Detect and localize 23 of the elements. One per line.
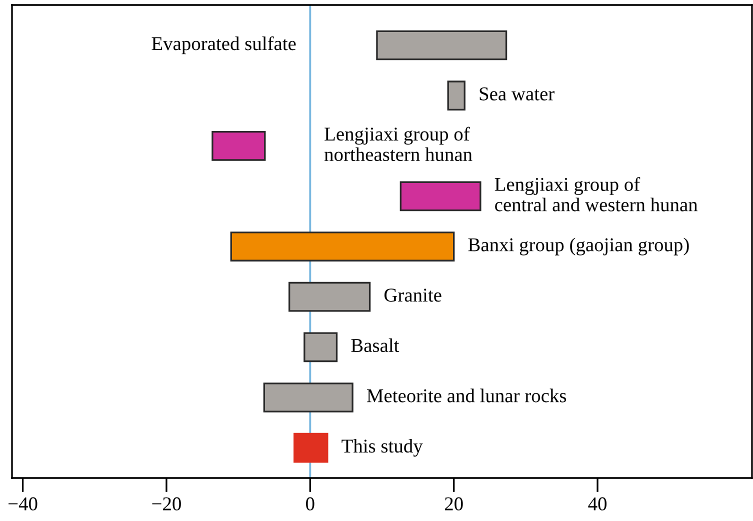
bar	[400, 181, 482, 212]
y-tick-label: Lengjiaxi group of central and western hunan	[494, 177, 698, 212]
bar	[447, 80, 466, 110]
bar	[212, 130, 266, 161]
y-tick-label: Evaporated sulfate	[152, 36, 296, 54]
bar	[304, 332, 338, 362]
x-tick-label: 0	[306, 497, 314, 510]
x-tick-label: −40	[8, 497, 38, 510]
x-tick-label: 20	[444, 497, 463, 510]
y-tick-label: Meteorite and lunar rocks	[366, 388, 566, 402]
y-tick-label: Granite	[384, 288, 442, 302]
y-tick-label: Banxi group (gaojian group)	[468, 238, 689, 256]
bar	[263, 382, 354, 412]
bar	[288, 282, 371, 312]
x-tick-label: −20	[152, 497, 181, 510]
bar	[376, 30, 508, 60]
y-tick-label: This study	[342, 438, 423, 457]
y-tick-label: Sea water	[480, 87, 554, 100]
y-tick-label: Basalt	[351, 338, 400, 352]
y-tick-label: Lengjiaxi group of northeastern hunan	[324, 126, 472, 162]
x-tick-label: 40	[588, 497, 607, 510]
bar	[230, 232, 455, 262]
bar	[294, 432, 328, 463]
